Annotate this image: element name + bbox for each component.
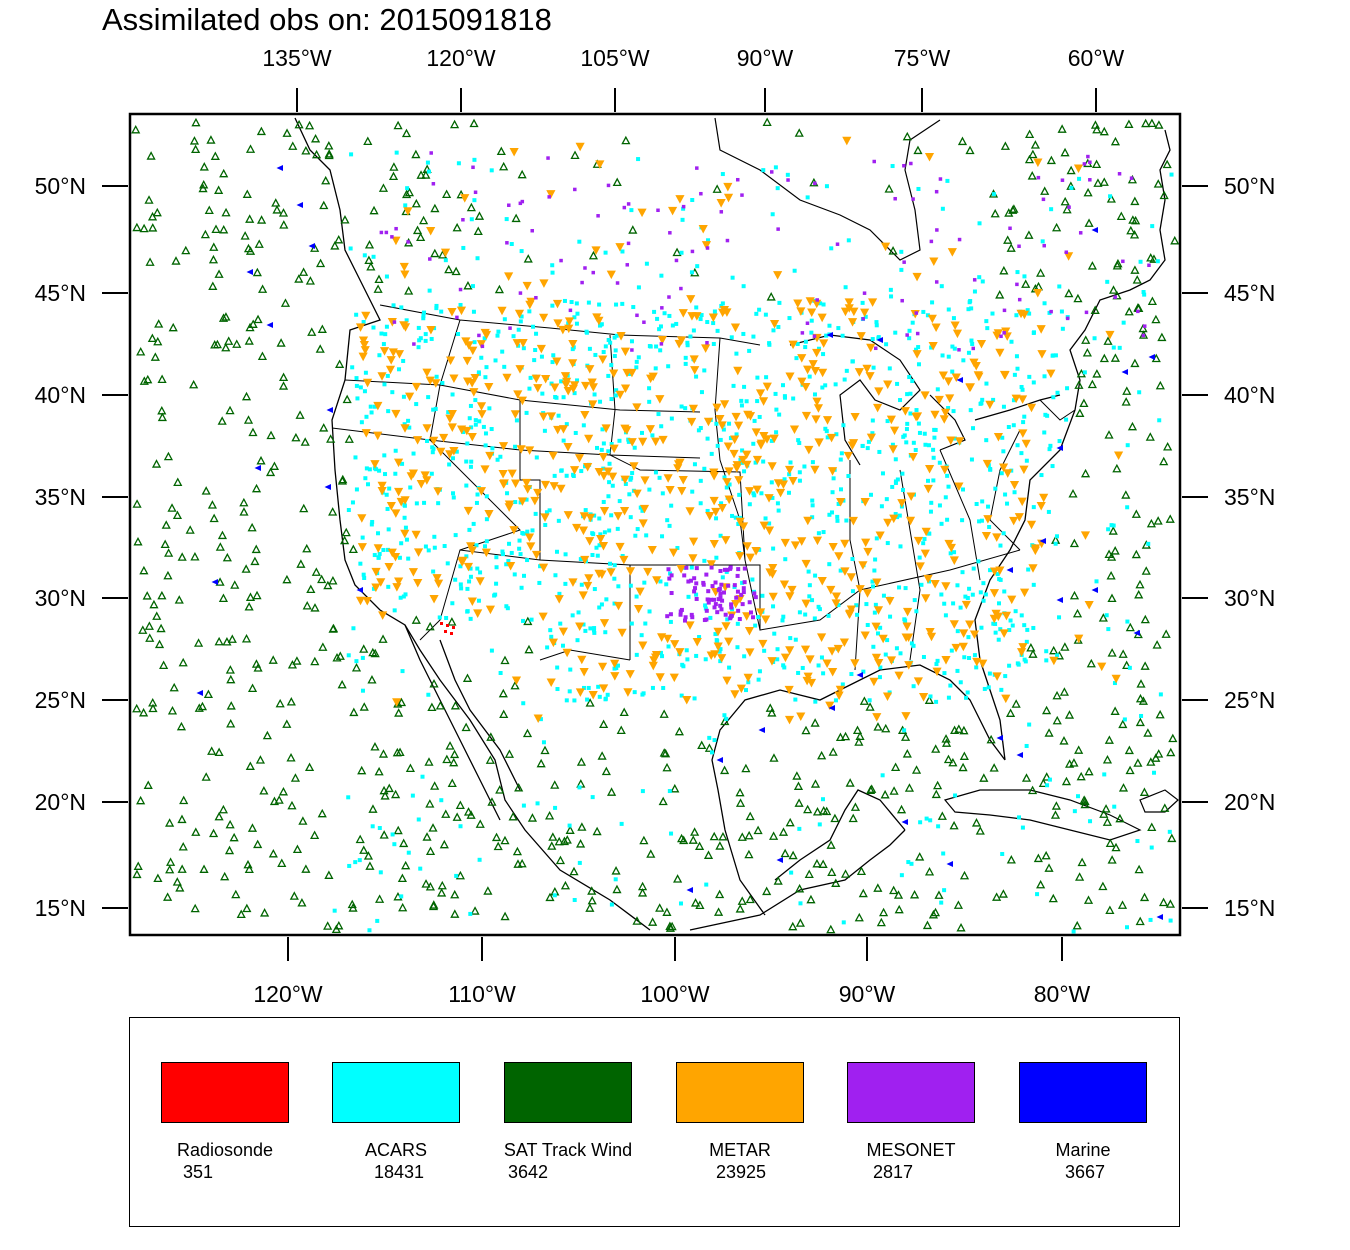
lat-label: 35°N xyxy=(35,484,86,510)
lat-label: 25°N xyxy=(1224,687,1275,713)
legend-count: 18431 xyxy=(374,1162,425,1182)
lat-label: 45°N xyxy=(1224,280,1275,306)
legend-label: SAT Track Wind xyxy=(503,1140,633,1160)
lat-label: 20°N xyxy=(35,789,86,815)
north-america-coastline xyxy=(294,117,1171,931)
lon-label: 90°W xyxy=(839,981,896,1007)
map-frame xyxy=(128,112,1182,937)
observation-points xyxy=(131,117,1180,934)
legend-label: Radiosonde xyxy=(176,1140,274,1160)
right-latitude-labels: 50°N 45°N 40°N 35°N 30°N 25°N 20°N 15°N xyxy=(1224,173,1275,921)
lat-label: 15°N xyxy=(1224,895,1275,921)
hispaniola-outline xyxy=(1139,789,1179,813)
acars-swatch xyxy=(332,1062,460,1123)
lat-label: 15°N xyxy=(35,895,86,921)
legend-label: Marine xyxy=(1055,1140,1111,1160)
legend-count: 3667 xyxy=(1065,1162,1106,1182)
lon-label: 100°W xyxy=(640,981,710,1007)
lat-label: 50°N xyxy=(1224,173,1275,199)
legend-item-metar: METAR 23925 xyxy=(676,1062,806,1182)
mesonet-swatch xyxy=(847,1062,975,1123)
legend-count: 2817 xyxy=(873,1162,914,1182)
lon-label: 105°W xyxy=(580,45,650,71)
lat-label: 50°N xyxy=(35,173,86,199)
legend: Radiosonde 351 ACARS 18431 SAT Track Win… xyxy=(129,1017,1180,1227)
lat-label: 45°N xyxy=(35,280,86,306)
lon-label: 135°W xyxy=(262,45,332,71)
sat-track-wind-swatch xyxy=(504,1062,632,1123)
legend-item-acars: ACARS 18431 xyxy=(332,1062,462,1182)
legend-count: 3642 xyxy=(508,1162,549,1182)
legend-item-sat-track-wind: SAT Track Wind 3642 xyxy=(504,1062,634,1182)
lon-label: 110°W xyxy=(448,981,516,1007)
metar-swatch xyxy=(676,1062,804,1123)
lat-label: 30°N xyxy=(35,585,86,611)
lon-label: 60°W xyxy=(1068,45,1125,71)
map-title: Assimilated obs on: 2015091818 xyxy=(102,2,552,37)
lat-label: 40°N xyxy=(35,382,86,408)
great-lakes-outline xyxy=(789,334,1061,466)
legend-label: ACARS xyxy=(364,1140,427,1160)
legend-item-mesonet: MESONET 2817 xyxy=(847,1062,977,1182)
legend-count: 23925 xyxy=(716,1162,767,1182)
lon-label: 90°W xyxy=(737,45,794,71)
marine-swatch xyxy=(1019,1062,1147,1123)
lat-label: 35°N xyxy=(1224,484,1275,510)
cuba-outline xyxy=(943,789,1142,841)
lat-label: 40°N xyxy=(1224,382,1275,408)
legend-count: 351 xyxy=(183,1162,214,1182)
legend-label: MESONET xyxy=(866,1140,956,1160)
left-latitude-labels: 50°N 45°N 40°N 35°N 30°N 25°N 20°N 15°N xyxy=(35,173,86,921)
lat-label: 25°N xyxy=(35,687,86,713)
lat-label: 30°N xyxy=(1224,585,1275,611)
lon-label: 120°W xyxy=(426,45,496,71)
top-longitude-labels: 135°W 120°W 105°W 90°W 75°W 60°W xyxy=(262,45,1124,71)
baja-coastline xyxy=(404,624,521,821)
legend-label: METAR xyxy=(709,1140,771,1160)
bottom-longitude-labels: 120°W 110°W 100°W 90°W 80°W xyxy=(253,981,1090,1007)
lon-label: 80°W xyxy=(1034,981,1091,1007)
lat-label: 20°N xyxy=(1224,789,1275,815)
legend-item-radiosonde: Radiosonde 351 xyxy=(161,1062,291,1182)
lon-label: 120°W xyxy=(253,981,323,1007)
lon-label: 75°W xyxy=(894,45,951,71)
radiosonde-swatch xyxy=(161,1062,289,1123)
tick-marks xyxy=(102,88,1208,961)
legend-item-marine: Marine 3667 xyxy=(1019,1062,1149,1182)
